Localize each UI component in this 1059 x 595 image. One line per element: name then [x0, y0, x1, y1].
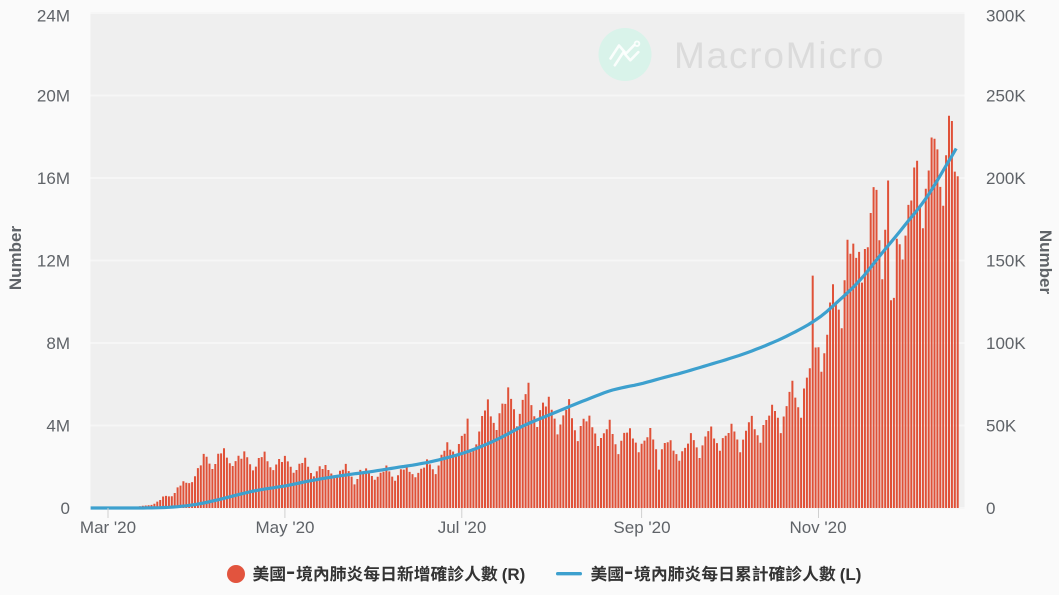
svg-text:Number: Number [1036, 230, 1055, 295]
svg-text:Sep '20: Sep '20 [613, 518, 670, 537]
svg-text:100K: 100K [986, 334, 1026, 353]
svg-text:20M: 20M [37, 87, 70, 106]
svg-text:Jul '20: Jul '20 [438, 518, 487, 537]
svg-text:16M: 16M [37, 169, 70, 188]
svg-text:200K: 200K [986, 169, 1026, 188]
svg-text:MacroMicro: MacroMicro [674, 35, 885, 76]
svg-text:12M: 12M [37, 252, 70, 271]
svg-text:0: 0 [61, 499, 70, 518]
svg-text:4M: 4M [46, 417, 70, 436]
svg-text:May '20: May '20 [256, 518, 315, 537]
svg-text:Number: Number [6, 226, 25, 291]
svg-text:Mar '20: Mar '20 [80, 518, 136, 537]
svg-text:250K: 250K [986, 87, 1026, 106]
svg-text:150K: 150K [986, 252, 1026, 271]
svg-text:300K: 300K [986, 7, 1026, 26]
svg-text:24M: 24M [37, 7, 70, 26]
svg-text:0: 0 [986, 499, 995, 518]
svg-text:8M: 8M [46, 334, 70, 353]
svg-text:(R): (R) [502, 565, 526, 584]
svg-text:(L): (L) [840, 565, 862, 584]
svg-text:Nov '20: Nov '20 [789, 518, 846, 537]
svg-text:50K: 50K [986, 417, 1017, 436]
